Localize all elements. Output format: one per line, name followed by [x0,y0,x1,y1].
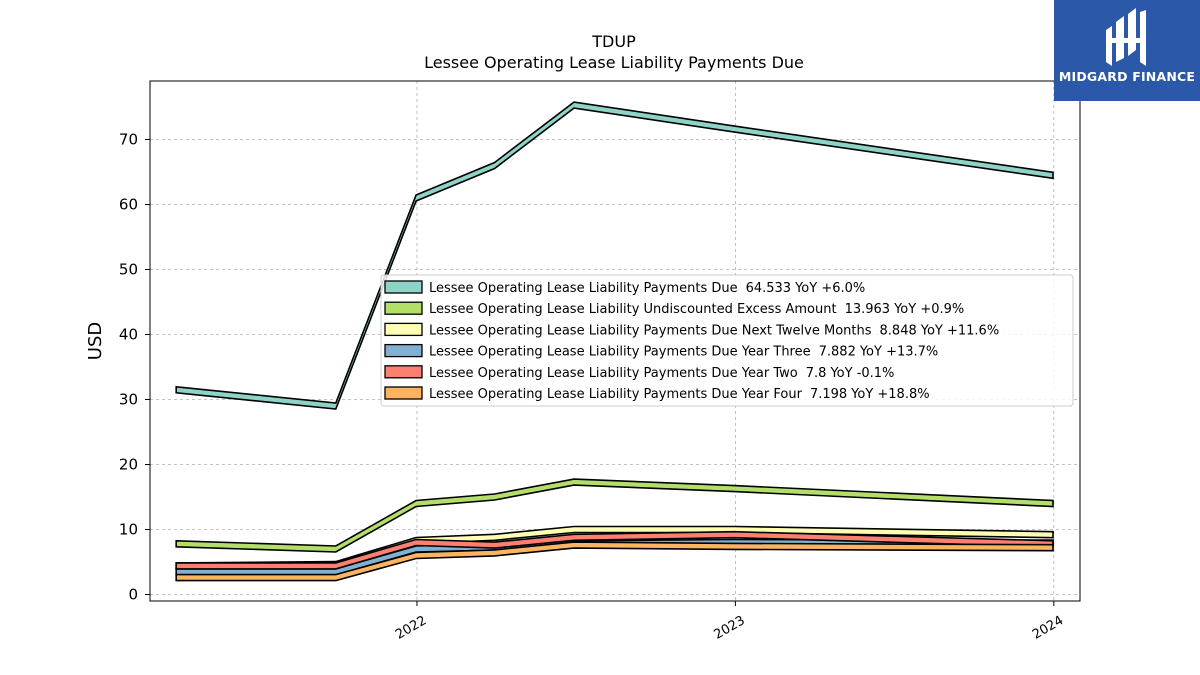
series-band-5 [175,541,1054,582]
y-tick-label: 60 [119,196,138,214]
y-tick-label: 20 [119,456,138,474]
legend-series-yoy: YoY +11.6% [920,323,999,338]
legend-item: Lessee Operating Lease Liability Payment… [384,386,930,402]
y-axis: 0 10 20 30 40 50 60 70 [119,131,150,604]
legend-series-value: 64.533 [746,281,792,296]
series-band-1 [175,478,1054,553]
series-5-group [175,541,1054,582]
y-axis-label: USD [85,322,106,360]
legend-series-name: Lessee Operating Lease Liability Payment… [429,345,811,360]
brand-name: MIDGARD FINANCE [1058,69,1196,84]
legend-swatch [384,365,423,379]
legend-swatch [384,301,423,315]
y-tick-label: 10 [119,521,138,539]
legend-series-name: Lessee Operating Lease Liability Payment… [429,366,798,381]
x-tick-label: 2023 [712,613,748,643]
x-axis: 2022 2023 2024 [393,601,1066,643]
legend-series-name: Lessee Operating Lease Liability Payment… [429,281,738,296]
legend-series-value: 7.882 [819,345,856,360]
legend-series-value: 13.963 [845,302,891,317]
x-tick-label: 2024 [1030,613,1066,643]
chart-subtitle: Lessee Operating Lease Liability Payment… [424,53,804,72]
legend-series-yoy: YoY -0.1% [829,366,894,381]
legend-item: Lessee Operating Lease Liability Payment… [384,365,894,381]
brand-logo: MIDGARD FINANCE [1054,0,1200,101]
legend-label: Lessee Operating Lease Liability Payment… [429,281,865,296]
legend-swatch [384,343,423,358]
y-tick-label: 0 [128,586,138,604]
legend-swatch [384,280,423,294]
legend-series-yoy: YoY +13.7% [859,345,938,360]
legend-label: Lessee Operating Lease Liability Payment… [429,366,894,381]
legend-label: Lessee Operating Lease Liability Undisco… [429,302,964,317]
legend-swatch [384,386,423,400]
legend-item: Lessee Operating Lease Liability Payment… [384,322,999,338]
legend-series-value: 7.198 [810,387,847,402]
legend: Lessee Operating Lease Liability Payment… [380,274,1074,407]
y-tick-label: 30 [119,391,138,409]
y-tick-label: 40 [119,326,138,344]
series-band-0 [175,101,1054,410]
legend-series-yoy: YoY +0.9% [893,302,964,317]
legend-box [380,274,1074,407]
series-0-group [175,101,1054,410]
legend-label: Lessee Operating Lease Liability Payment… [429,323,999,338]
legend-swatch [384,322,423,337]
legend-item: Lessee Operating Lease Liability Payment… [384,343,938,360]
midgard-logo-icon [1106,8,1146,66]
legend-label: Lessee Operating Lease Liability Payment… [429,387,930,402]
legend-series-name: Lessee Operating Lease Liability Payment… [429,387,803,402]
legend-series-value: 7.8 [806,366,827,381]
legend-series-name: Lessee Operating Lease Liability Undisco… [429,302,837,317]
chart-title: TDUP [591,32,636,51]
legend-item: Lessee Operating Lease Liability Undisco… [384,301,964,317]
legend-series-name: Lessee Operating Lease Liability Payment… [429,323,872,338]
series-layer [175,101,1054,582]
legend-label: Lessee Operating Lease Liability Payment… [429,345,938,360]
y-tick-label: 70 [119,131,138,149]
x-tick-label: 2022 [393,613,429,643]
legend-item: Lessee Operating Lease Liability Payment… [384,280,865,296]
legend-series-yoy: YoY +6.0% [794,281,865,296]
y-tick-label: 50 [119,261,138,279]
series-1-group [175,478,1054,553]
legend-series-yoy: YoY +18.8% [850,387,929,402]
plot-frame [149,80,1081,602]
legend-series-value: 8.848 [880,323,917,338]
